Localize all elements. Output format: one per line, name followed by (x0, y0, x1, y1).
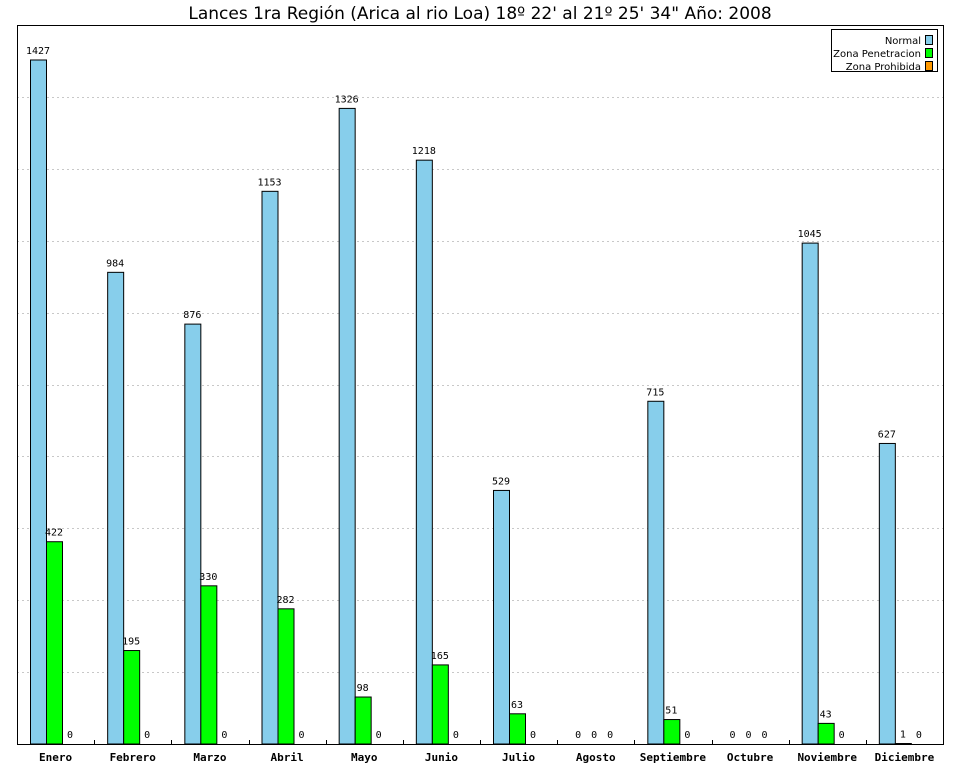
data-label: 0 (376, 730, 382, 741)
bar (509, 713, 526, 745)
data-label: 0 (67, 730, 73, 741)
legend: Normal Zona Penetracion Zona Prohibida (831, 29, 938, 73)
bar (200, 585, 218, 745)
data-label: 0 (607, 730, 613, 741)
legend-label: Zona Prohibida (846, 62, 921, 73)
data-label: 0 (453, 730, 459, 741)
data-label: 51 (665, 706, 677, 717)
data-label: 529 (492, 476, 510, 487)
x-tick-label: Octubre (727, 751, 774, 764)
data-label: 1045 (798, 229, 822, 240)
legend-box (831, 29, 938, 72)
data-label: 422 (45, 528, 63, 539)
bar (817, 722, 835, 745)
data-label: 98 (357, 683, 369, 694)
x-tick-label: Enero (39, 751, 72, 764)
data-label: 0 (530, 730, 536, 741)
x-tick-label: Julio (502, 751, 535, 764)
data-label: 165 (431, 651, 449, 662)
x-tick-label: Febrero (110, 751, 157, 764)
data-label: 1326 (335, 94, 359, 105)
data-label: 0 (761, 730, 767, 741)
bar (801, 242, 819, 745)
data-label: 0 (221, 730, 227, 741)
data-label: 0 (916, 730, 922, 741)
bar (46, 541, 63, 745)
x-tick-label: Noviembre (797, 751, 857, 764)
bar (277, 608, 295, 745)
bar (878, 442, 896, 745)
data-label: 0 (298, 730, 304, 741)
data-label: 282 (276, 595, 294, 606)
legend-label: Normal (885, 36, 921, 47)
data-label: 876 (183, 310, 201, 321)
bar (107, 271, 125, 745)
data-label: 0 (684, 730, 690, 741)
legend-swatch (925, 61, 933, 71)
chart-title: Lances 1ra Región (Arica al rio Loa) 18º… (188, 4, 771, 24)
bar (184, 323, 202, 745)
data-label: 984 (106, 258, 124, 269)
plot-frame (17, 25, 944, 745)
data-label: 43 (820, 709, 832, 720)
bar (354, 696, 372, 745)
data-label: 195 (122, 637, 140, 648)
axes: Enero Febrero Marzo Abril Mayo Junio Julio Agos… (17, 25, 944, 764)
bar (493, 489, 510, 745)
bar (647, 400, 665, 745)
x-tick-label: Agosto (576, 751, 616, 764)
x-tick-label: Junio (425, 751, 458, 764)
bar (261, 190, 279, 745)
data-label: 0 (144, 730, 150, 741)
legend-swatch (925, 48, 933, 58)
data-label: 63 (511, 700, 523, 711)
bar (338, 107, 356, 745)
legend-swatch (925, 35, 933, 45)
bar (123, 650, 141, 745)
bar (431, 664, 449, 745)
data-label: 0 (839, 730, 845, 741)
x-tick-label: Septiembre (640, 751, 707, 764)
x-tick-label: Marzo (193, 751, 226, 764)
data-label: 0 (591, 730, 597, 741)
data-label: 1153 (257, 177, 281, 188)
data-label: 0 (729, 730, 735, 741)
bar (30, 59, 47, 745)
data-label: 1218 (412, 146, 436, 157)
data-label: 627 (878, 429, 896, 440)
data-labels: 1427 422 0 984 195 0 876 330 0 1153 282 0 1326 98 0 121… (26, 46, 922, 741)
data-label: 1427 (26, 46, 50, 57)
data-label: 0 (745, 730, 751, 741)
legend-label: Zona Penetracion (833, 49, 921, 60)
gridlines (17, 97, 943, 673)
data-label: 1 (900, 730, 906, 741)
x-tick-label: Mayo (351, 751, 378, 764)
data-label: 330 (199, 572, 217, 583)
bar (663, 719, 681, 745)
data-label: 715 (646, 387, 664, 398)
data-label: 0 (575, 730, 581, 741)
x-tick-label: Diciembre (875, 751, 935, 764)
x-tick-label: Abril (271, 751, 304, 764)
